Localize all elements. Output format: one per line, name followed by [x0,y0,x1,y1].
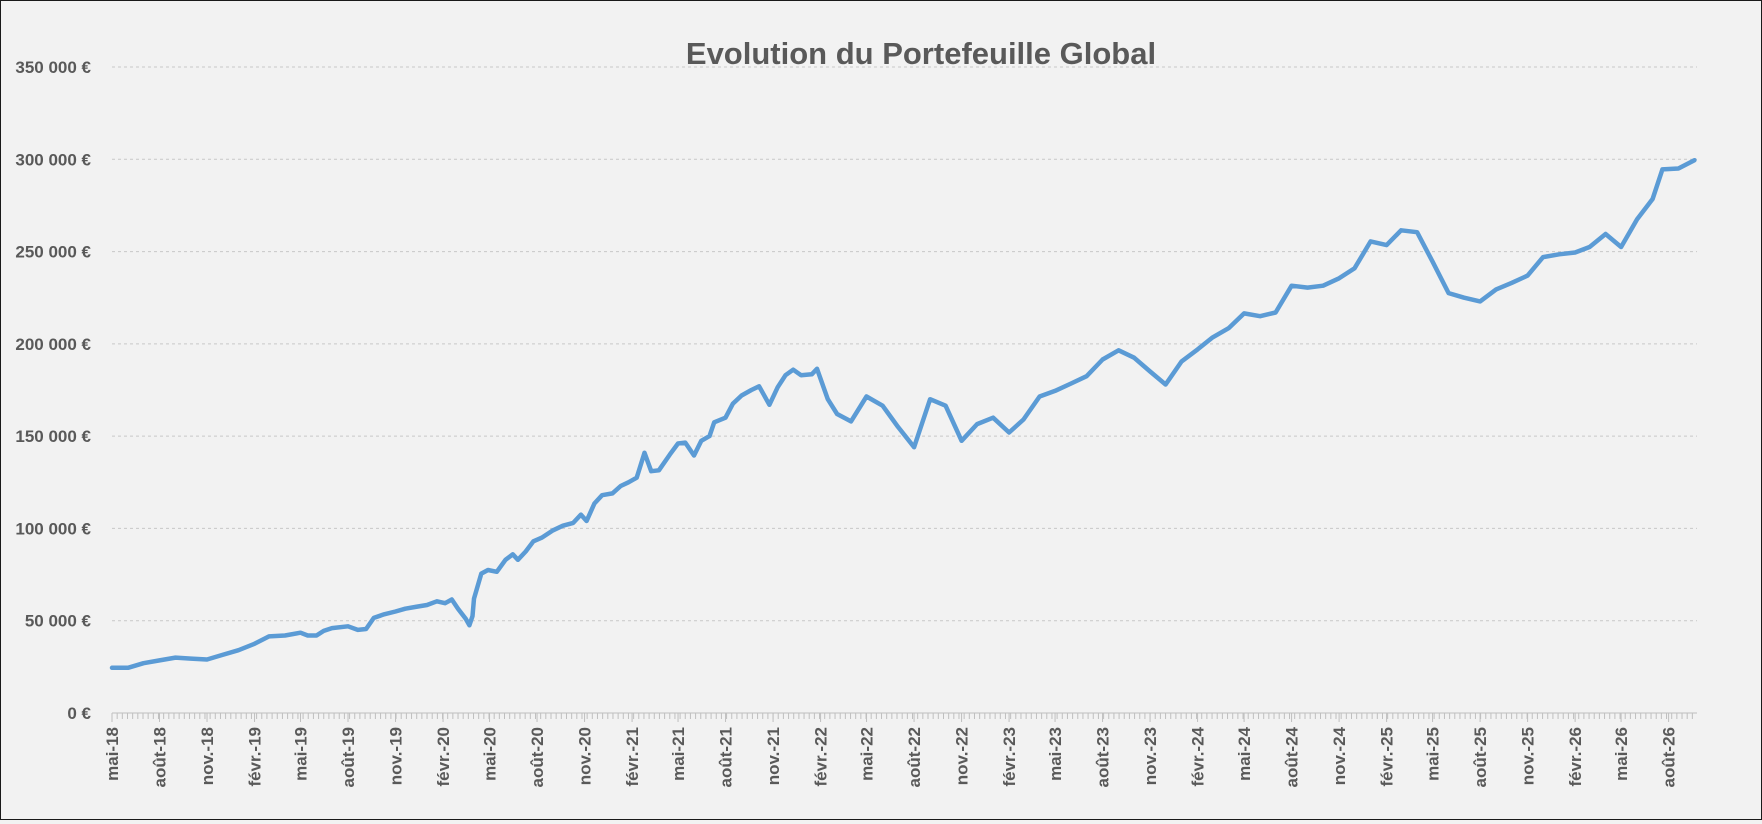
x-tick-label: nov.-20 [576,727,595,785]
x-tick-label: nov.-19 [387,727,406,785]
x-tick-label: août-20 [528,727,547,787]
x-tick-label: août-22 [905,727,924,787]
y-tick-label: 350 000 € [15,58,91,77]
y-tick-label: 300 000 € [15,150,91,169]
x-tick-label: mai-20 [481,727,500,781]
x-tick-label: août-21 [717,727,736,787]
x-tick-label: févr.-20 [434,727,453,787]
grid-layer [112,66,1697,622]
chart-title: Evolution du Portefeuille Global [686,36,1156,71]
x-tick-label: mai-21 [669,727,688,781]
x-tick-label: nov.-25 [1519,727,1538,785]
x-tick-label: févr.-23 [1000,727,1019,787]
series-line [109,157,1697,671]
x-tick-label: août-18 [151,727,170,787]
x-tick-label: mai-22 [858,727,877,781]
x-tick-label: août-26 [1660,727,1679,787]
x-tick-label: mai-26 [1612,727,1631,781]
x-tick-label: nov.-21 [764,727,783,785]
x-tick-label: févr.-22 [812,727,831,787]
y-tick-label: 250 000 € [15,243,91,262]
x-tick-label: août-24 [1283,726,1302,787]
x-tick-label: août-23 [1094,727,1113,787]
x-tick-label: nov.-22 [953,727,972,785]
x-tick-label: août-25 [1471,727,1490,787]
x-tick-label: mai-18 [103,727,122,781]
x-tick-label: févr.-25 [1378,727,1397,787]
x-tick-label: nov.-18 [198,727,217,785]
x-tick-label: mai-24 [1235,726,1254,780]
series-layer [109,157,1697,671]
x-tick-label: août-19 [339,727,358,787]
x-tick-label: févr.-21 [623,727,642,787]
x-tick-label: nov.-23 [1141,727,1160,785]
y-tick-label: 100 000 € [15,519,91,538]
y-tick-label: 150 000 € [15,427,91,446]
x-tick-label: févr.-19 [246,727,265,787]
x-tick-label: févr.-24 [1189,726,1208,786]
x-axis: mai-18 août-18 nov.-18 févr.-19 mai-19 août-1… [103,712,1697,787]
x-tick-label: nov.-24 [1330,726,1349,785]
x-tick-label: mai-25 [1424,727,1443,781]
y-tick-label: 0 € [67,704,91,723]
y-tick-label: 200 000 € [15,335,91,354]
x-tick-label: févr.-26 [1566,727,1585,787]
x-tick-label: mai-19 [292,727,311,781]
y-tick-label: 50 000 € [25,612,92,631]
y-axis: 0 € 50 000 € 100 000 € 150 000 € 200 000 € 25… [15,58,91,723]
x-tick-label: mai-23 [1046,727,1065,781]
